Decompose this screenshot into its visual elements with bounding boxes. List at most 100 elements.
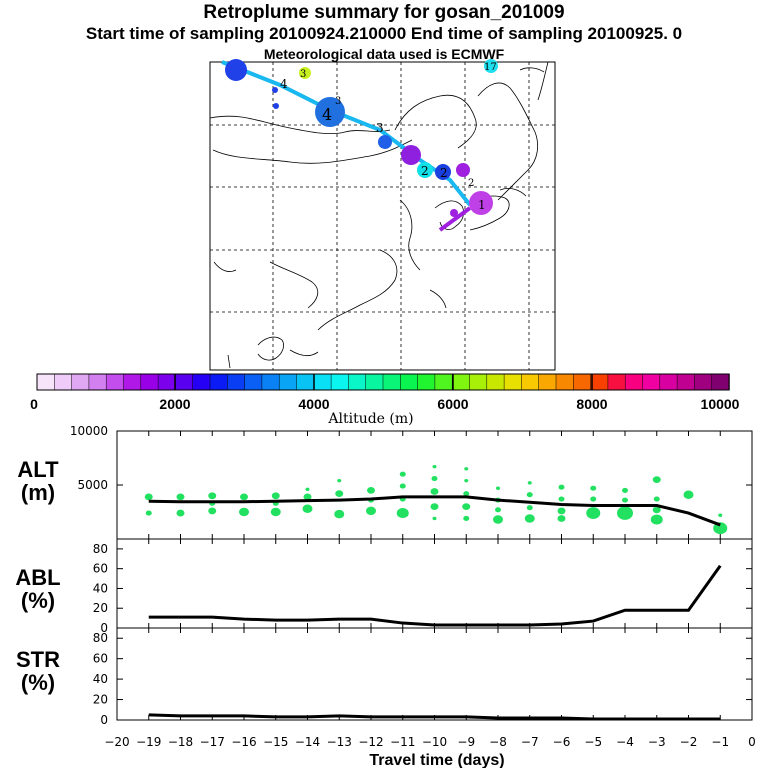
x-tick-label: −19 — [136, 735, 161, 749]
plume-altitude-point — [334, 509, 345, 519]
plume-altitude-point — [302, 504, 313, 514]
plume-altitude-point — [586, 507, 601, 520]
x-tick-label: −12 — [358, 735, 383, 749]
plume-altitude-point — [432, 464, 437, 469]
str-panel-frame — [116, 627, 753, 721]
colorbar-swatch — [330, 373, 350, 391]
colorbar-swatch — [36, 373, 56, 391]
colorbar-swatch — [157, 373, 177, 391]
plume-altitude-point — [208, 492, 217, 500]
plume-altitude-point — [430, 488, 439, 495]
colorbar-swatch — [642, 373, 661, 391]
colorbar-swatch — [192, 373, 211, 391]
plume-blob — [272, 87, 278, 93]
plume-altitude-point — [622, 497, 628, 503]
plume-altitude-point — [617, 506, 633, 520]
colorbar-swatch — [105, 373, 125, 391]
map-plume-blobs — [225, 59, 498, 217]
colorbar-swatch — [209, 373, 229, 391]
plume-altitude-point — [337, 478, 342, 483]
colorbar-swatch — [711, 373, 730, 391]
map-marker-label: 4 — [322, 105, 332, 124]
plume-altitude-point — [557, 507, 566, 515]
x-tick-label: −3 — [648, 735, 666, 749]
plume-altitude-point — [524, 514, 535, 523]
plume-altitude-point — [366, 506, 376, 516]
abl-panel: 0 20 40 60 80 — [93, 538, 753, 635]
plume-blob — [401, 145, 421, 165]
colorbar-swatch — [140, 373, 159, 391]
str-panel: 0 20 40 60 80 — [93, 627, 753, 727]
str-y-tick-label: 40 — [93, 672, 108, 686]
x-tick-label: −10 — [422, 735, 447, 749]
colorbar-tick: 0 — [30, 396, 38, 412]
colorbar-swatch — [348, 373, 367, 391]
plume-altitude-point — [239, 507, 249, 517]
colorbar-swatch — [503, 373, 523, 391]
map-panel: 1 2 2 2 3 3 3 4 4 17 — [209, 59, 556, 371]
abl-y-tick-label: 20 — [93, 601, 108, 615]
colorbar-swatch — [71, 373, 90, 391]
x-tick-label: −14 — [295, 735, 320, 749]
colorbar-tick: 10000 — [701, 396, 740, 412]
alt-y-tick-label: 10000 — [70, 424, 108, 438]
plume-altitude-point — [526, 505, 533, 511]
colorbar-swatch — [607, 373, 626, 391]
map-frame — [209, 61, 556, 371]
plume-altitude-point — [305, 487, 310, 492]
x-tick-label: −18 — [168, 735, 193, 749]
plume-altitude-point — [683, 490, 694, 499]
plume-altitude-point — [240, 493, 248, 501]
colorbar-swatch — [573, 373, 592, 391]
plume-blob — [469, 191, 493, 215]
abl-y-tick-label: 80 — [93, 542, 108, 556]
colorbar-swatch — [451, 373, 471, 391]
abl-y-tick-label: 40 — [93, 581, 108, 595]
str-series-line — [148, 713, 721, 721]
plume-altitude-point — [464, 467, 469, 471]
x-tick-label: −17 — [200, 735, 225, 749]
abl-panel-frame — [116, 538, 753, 629]
trajectory-end-segment — [438, 206, 472, 232]
colorbar-swatch — [296, 373, 315, 391]
colorbar-swatch — [123, 373, 142, 391]
str-y-tick-label: 20 — [93, 693, 108, 707]
x-tick-label: −4 — [616, 735, 634, 749]
plume-blob — [299, 67, 311, 79]
x-tick-label: −1 — [711, 735, 729, 749]
plume-altitude-point — [145, 510, 152, 516]
plume-altitude-point — [431, 475, 438, 482]
trajectory-line — [221, 60, 472, 207]
x-tick-label: −16 — [231, 735, 256, 749]
colorbar-tick-labels: 0 2000 4000 6000 8000 10000 — [30, 396, 740, 412]
x-tick-label: 0 — [748, 735, 756, 749]
plume-altitude-point — [430, 503, 439, 510]
colorbar-swatch — [175, 373, 194, 391]
colorbar-tick: 4000 — [298, 396, 329, 412]
x-tick-label: −8 — [489, 735, 507, 749]
colorbar-swatch — [88, 373, 107, 391]
plume-altitude-point — [463, 515, 470, 522]
map-marker-label: 4 — [280, 77, 288, 91]
x-tick-label: −13 — [327, 735, 352, 749]
plume-altitude-point — [144, 493, 153, 501]
map-coastlines — [209, 61, 549, 369]
plume-blob — [456, 163, 470, 177]
colorbar-swatch — [278, 373, 298, 391]
x-tick-label: −2 — [680, 735, 698, 749]
colorbar-swatch — [417, 373, 436, 391]
colorbar-swatch — [694, 373, 713, 391]
plume-altitude-point — [303, 493, 312, 501]
plume-altitude-point — [176, 509, 185, 517]
plume-altitude-point — [432, 516, 437, 521]
str-y-tick-label: 0 — [100, 713, 108, 727]
plume-blob — [225, 59, 247, 81]
plume-altitude-point — [335, 490, 344, 498]
map-marker-labels: 1 2 2 2 3 3 3 4 4 17 — [280, 62, 497, 212]
plume-altitude-point — [718, 513, 723, 517]
colorbar-swatch — [434, 373, 453, 391]
x-tick-label: −15 — [263, 735, 288, 749]
plume-blob — [450, 209, 458, 217]
plume-blob — [484, 59, 498, 73]
